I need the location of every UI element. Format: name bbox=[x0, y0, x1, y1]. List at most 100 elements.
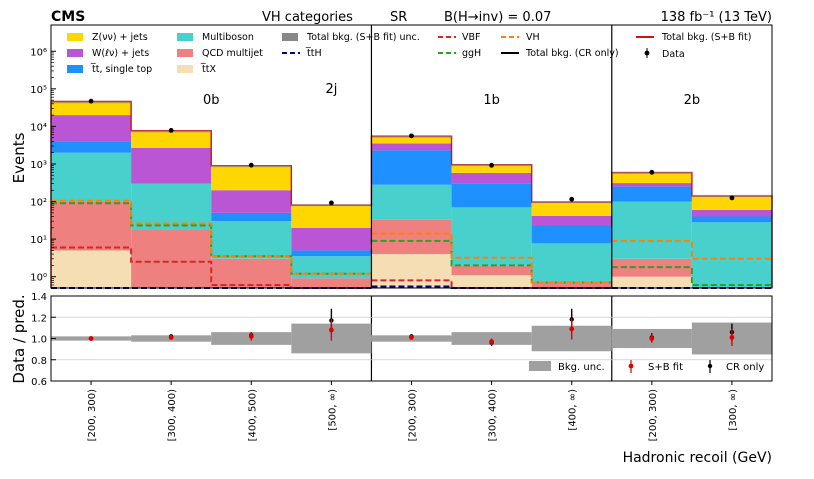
bar-tt-single-top-bin-2 bbox=[211, 212, 292, 222]
bar-tt-single-top-bin-3 bbox=[291, 250, 372, 257]
x-tick-label-5: [300, 400) bbox=[488, 389, 499, 441]
sb-fit-point-5 bbox=[489, 339, 495, 345]
bar-ttx-bin-5 bbox=[451, 275, 532, 288]
signal-vh-line-1 bbox=[371, 232, 612, 284]
x-tick-label-2: [400, 500) bbox=[247, 389, 258, 441]
ratio-y-tick-label: 1.0 bbox=[31, 335, 47, 346]
y-tick-label: 10¹ bbox=[30, 235, 47, 246]
branching-label: B(H→inv) = 0.07 bbox=[444, 10, 551, 25]
y-tick-label: 10⁶ bbox=[30, 47, 47, 58]
data-point-6 bbox=[569, 196, 575, 202]
ratio-legend-marker-sb bbox=[628, 363, 634, 369]
legend-swatch-w bbox=[67, 49, 83, 57]
legend-label-data: Data bbox=[662, 49, 685, 60]
bar-tt-single-top-bin-5 bbox=[451, 183, 532, 208]
bar-w-lv-jets-bin-3 bbox=[291, 227, 372, 251]
main-axis: 10⁰ 10¹ 10² 10³ 10⁴ 10⁵ 10⁶ 2j 0b 1b 2b bbox=[30, 24, 773, 289]
x-tick-label-1: [300, 400) bbox=[167, 389, 178, 441]
sb-fit-point-1 bbox=[168, 335, 174, 340]
legend-label-vh: VH bbox=[526, 32, 540, 43]
bar-z-vv-jets-bin-8 bbox=[691, 196, 772, 210]
ratio-y-tick-label: 0.8 bbox=[31, 356, 47, 367]
y-tick-label: 10³ bbox=[30, 160, 47, 171]
bar-z-vv-jets-bin-0 bbox=[51, 101, 132, 116]
legend-label-z: Z(νν) + jets bbox=[92, 32, 148, 43]
ratio-legend-marker-cr bbox=[707, 363, 713, 369]
ratio-y-tick-label: 0.6 bbox=[31, 377, 47, 388]
ratio-panel: 0.6 0.8 1.0 1.2 1.4 Bkg. unc. S+B fit CR only bbox=[31, 292, 773, 388]
y-tick-label: 10⁰ bbox=[30, 273, 47, 284]
legend-label-sbfit: Total bkg. (S+B fit) bbox=[661, 32, 751, 43]
sb-fit-point-3 bbox=[328, 327, 334, 333]
region-label-2b: 2b bbox=[684, 93, 701, 108]
signal-ggh-line-2 bbox=[611, 266, 772, 287]
bar-multiboson-bin-6 bbox=[531, 243, 612, 283]
bar-multiboson-bin-3 bbox=[291, 256, 372, 279]
sb-fit-point-7 bbox=[649, 336, 655, 341]
ratio-legend-label-unc: Bkg. unc. bbox=[558, 362, 605, 373]
bar-multiboson-bin-8 bbox=[691, 222, 772, 288]
stacked-bars bbox=[51, 101, 772, 288]
bar-qcd-multijet-bin-5 bbox=[451, 265, 532, 276]
y-tick-label: 10² bbox=[30, 198, 47, 209]
legend-swatch-qcd bbox=[177, 49, 193, 57]
main-frame bbox=[50, 24, 773, 289]
signal-ggh-line-1 bbox=[371, 239, 612, 284]
bar-z-vv-jets-bin-5 bbox=[451, 164, 532, 173]
ratio-legend-label-cr: CR only bbox=[726, 362, 764, 373]
region-label-2j: 2j bbox=[325, 82, 337, 97]
x-tick-label-0: [200, 300) bbox=[87, 389, 98, 441]
legend-label-cronly: Total bkg. (CR only) bbox=[525, 48, 619, 59]
data-point-5 bbox=[489, 162, 495, 168]
y-axis-label: Events bbox=[10, 132, 28, 183]
data-point-7 bbox=[649, 169, 655, 175]
x-tick-label-8: [300, ∞) bbox=[728, 389, 739, 431]
bar-w-lv-jets-bin-0 bbox=[51, 115, 132, 142]
bar-tt-single-top-bin-0 bbox=[51, 141, 132, 153]
legend-label-qcd: QCD multijet bbox=[202, 48, 263, 59]
legend-label-w: W(ℓν) + jets bbox=[92, 48, 149, 59]
legend-swatch-unc bbox=[282, 33, 298, 41]
legend-label-tth: t̅tH bbox=[306, 47, 322, 59]
ratio-y-tick-label: 1.4 bbox=[31, 292, 47, 303]
bar-z-vv-jets-bin-7 bbox=[611, 172, 692, 184]
region-label-0b: 0b bbox=[203, 93, 220, 108]
ratio-legend-label-sb: S+B fit bbox=[648, 362, 683, 373]
bar-qcd-multijet-bin-3 bbox=[291, 278, 372, 288]
bar-z-vv-jets-bin-4 bbox=[371, 136, 452, 144]
experiment-label: CMS bbox=[51, 9, 85, 25]
bar-tt-single-top-bin-8 bbox=[691, 216, 772, 223]
x-tick-label-4: [200, 300) bbox=[408, 389, 419, 441]
bar-multiboson-bin-4 bbox=[371, 184, 452, 220]
bar-multiboson-bin-0 bbox=[51, 152, 132, 202]
bar-multiboson-bin-1 bbox=[131, 183, 212, 230]
ratio-legend-swatch-unc bbox=[529, 361, 551, 371]
legend-label-ggh: ggH bbox=[462, 48, 481, 59]
bar-qcd-multijet-bin-1 bbox=[131, 229, 212, 288]
bar-tt-single-top-bin-6 bbox=[531, 225, 612, 244]
bar-tt-single-top-bin-7 bbox=[611, 186, 692, 202]
legend-label-ttx: t̅tX bbox=[201, 63, 217, 75]
bar-multiboson-bin-2 bbox=[211, 221, 292, 259]
bar-z-vv-jets-bin-3 bbox=[291, 205, 372, 228]
bar-multiboson-bin-5 bbox=[451, 207, 532, 266]
bar-qcd-multijet-bin-6 bbox=[531, 282, 612, 288]
sb-fit-point-4 bbox=[409, 335, 414, 340]
sb-fit-point-6 bbox=[569, 326, 575, 332]
bar-w-lv-jets-bin-7 bbox=[611, 183, 692, 187]
x-axis-label: Hadronic recoil (GeV) bbox=[623, 450, 772, 466]
bar-w-lv-jets-bin-1 bbox=[131, 147, 212, 184]
x-tick-label-7: [200, 300) bbox=[648, 389, 659, 441]
sb-fit-point-2 bbox=[248, 333, 254, 339]
category-title: VH categories bbox=[262, 10, 353, 25]
legend-label-vbf: VBF bbox=[462, 32, 480, 43]
bar-w-lv-jets-bin-8 bbox=[691, 209, 772, 217]
data-point-4 bbox=[409, 133, 414, 139]
x-tick-label-3: [500, ∞) bbox=[327, 389, 338, 431]
data-points bbox=[88, 98, 735, 206]
bar-qcd-multijet-bin-4 bbox=[371, 219, 452, 255]
bar-w-lv-jets-bin-2 bbox=[211, 190, 292, 213]
legend: Z(νν) + jets W(ℓν) + jets t̅t, single top M… bbox=[67, 32, 751, 75]
bar-multiboson-bin-7 bbox=[611, 201, 692, 259]
sb-fit-point-8 bbox=[729, 335, 735, 340]
